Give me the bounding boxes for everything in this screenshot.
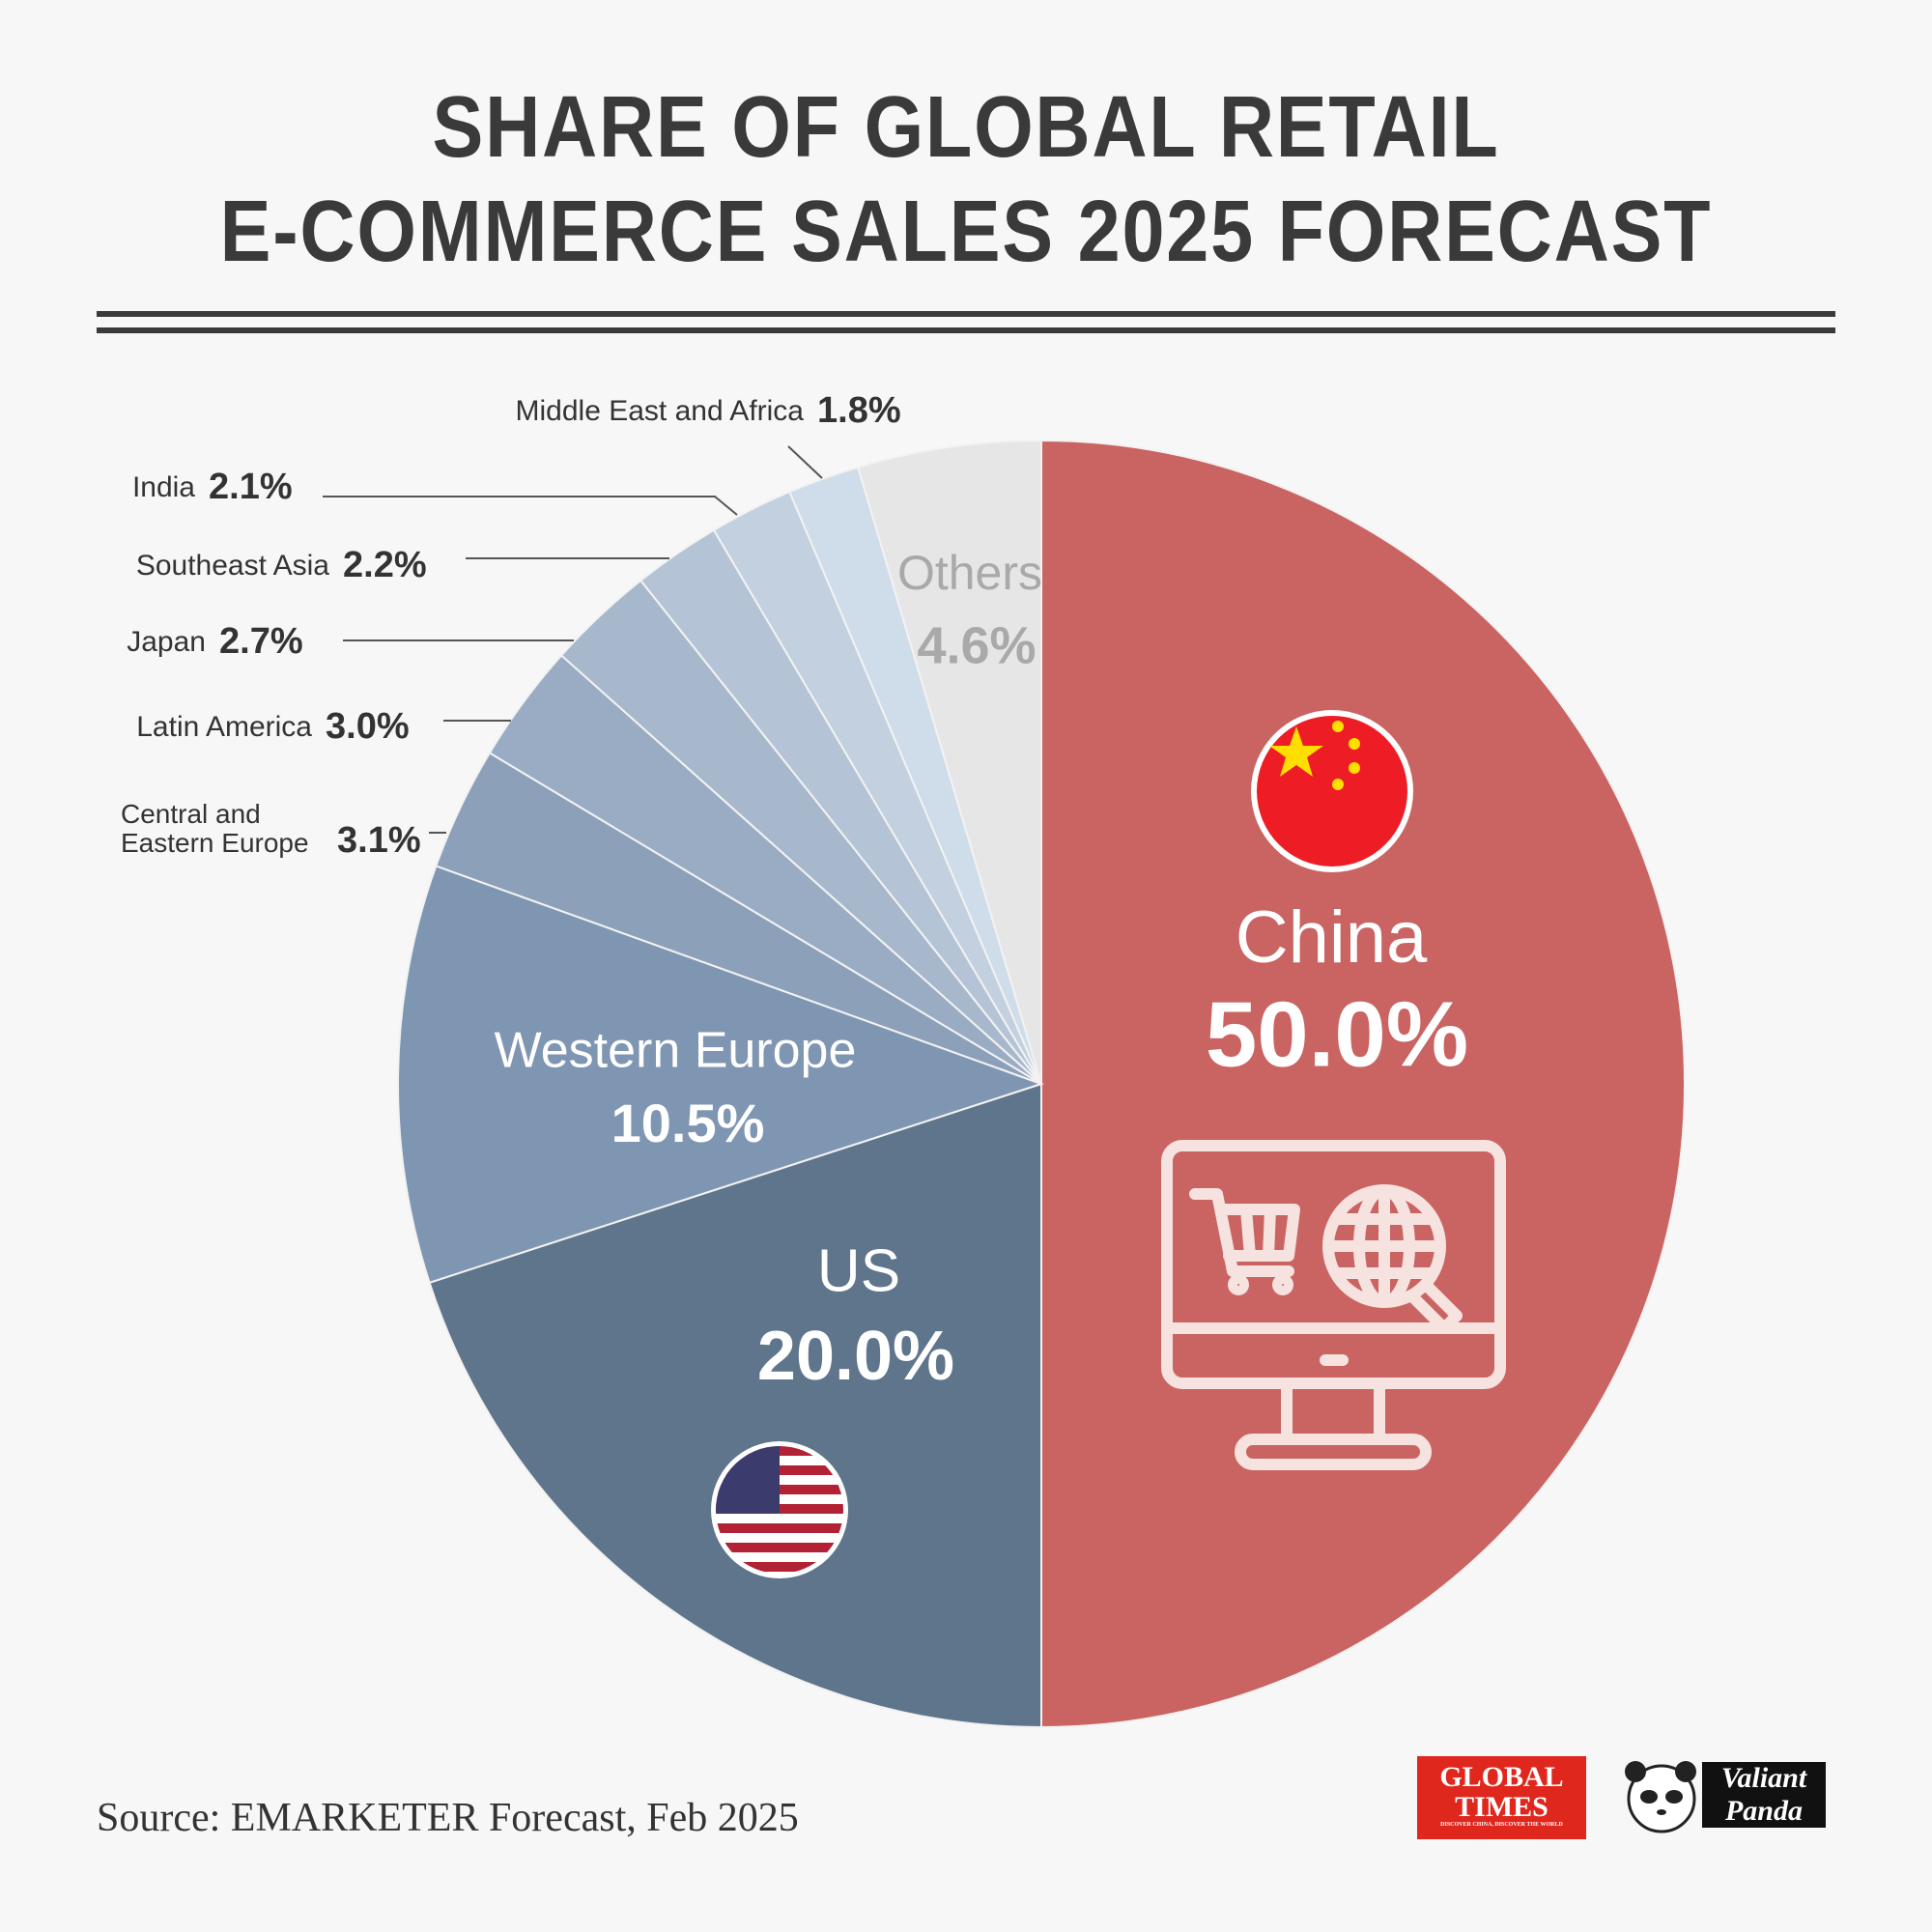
star xyxy=(1349,738,1360,750)
logo-tagline: DISCOVER CHINA, DISCOVER THE WORLD xyxy=(1440,1822,1563,1828)
slice-label: Latin America xyxy=(136,711,312,743)
logo-text: GLOBAL TIMES xyxy=(1439,1761,1564,1823)
slice-label: India xyxy=(132,471,195,503)
value-label: 3.0% xyxy=(326,706,410,747)
slice-label: Central and Eastern Europe xyxy=(121,799,309,858)
slice-label: US xyxy=(817,1237,900,1304)
slice-label: Southeast Asia xyxy=(136,550,329,582)
pie-slice xyxy=(856,439,1042,1085)
leader-line xyxy=(787,445,823,479)
pie-slice xyxy=(396,865,1045,1285)
source: Source: EMARKETER Forecast, Feb 2025 xyxy=(97,1796,799,1840)
slice-label: Middle East and Africa xyxy=(516,395,805,427)
leader-line xyxy=(323,496,738,516)
pie-slice xyxy=(1040,439,1686,1729)
star xyxy=(1332,779,1344,790)
slice-label: China xyxy=(1236,896,1428,979)
star xyxy=(1332,721,1344,732)
icons xyxy=(711,710,1506,1578)
value-label: 3.1% xyxy=(337,820,421,861)
value-label: 50.0% xyxy=(1206,982,1468,1086)
china-flag xyxy=(1257,716,1407,867)
value-label: 4.6% xyxy=(917,616,1036,674)
valiant-panda-logo: Valiant Panda xyxy=(1618,1756,1830,1836)
value-label: 2.2% xyxy=(343,545,427,585)
value-label: 20.0% xyxy=(757,1318,954,1395)
pie-slice xyxy=(428,1082,1042,1729)
slice-label: Japan xyxy=(127,626,206,658)
value-label: 2.7% xyxy=(219,621,303,662)
panda-icon xyxy=(1625,1761,1696,1833)
ecommerce-icon xyxy=(1161,1140,1506,1470)
star xyxy=(1349,762,1360,774)
global-times-logo: GLOBAL TIMES DISCOVER CHINA, DISCOVER TH… xyxy=(1417,1756,1586,1839)
slice-label: Others xyxy=(897,546,1042,600)
logo-text: Valiant Panda xyxy=(1702,1762,1826,1828)
leader-lines xyxy=(323,445,823,834)
slice-label: Western Europe xyxy=(495,1023,857,1079)
star xyxy=(1269,726,1323,777)
value-label: 1.8% xyxy=(817,390,901,431)
us-flag xyxy=(716,1446,843,1574)
value-label: 2.1% xyxy=(209,467,293,507)
value-label: 10.5% xyxy=(611,1093,765,1153)
chart-title: SHARE OF GLOBAL RETAIL E-COMMERCE SALES … xyxy=(219,79,1713,280)
